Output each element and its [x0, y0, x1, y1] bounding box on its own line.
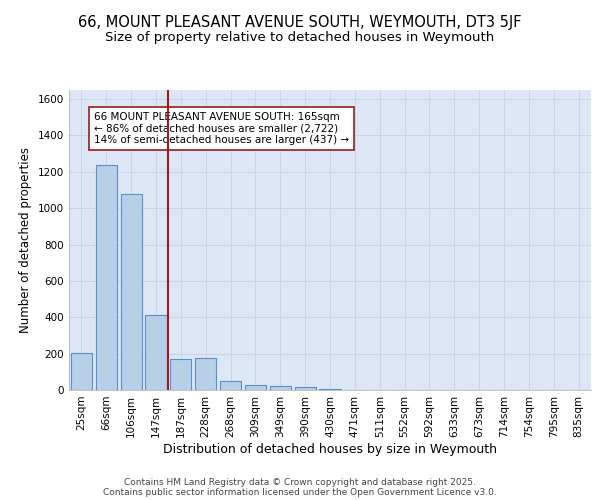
Bar	[170, 359, 191, 390]
Bar	[145, 314, 167, 390]
Text: Size of property relative to detached houses in Weymouth: Size of property relative to detached ho…	[106, 31, 494, 44]
Y-axis label: Number of detached properties: Number of detached properties	[19, 147, 32, 333]
Bar	[121, 194, 142, 390]
X-axis label: Distribution of detached houses by size in Weymouth: Distribution of detached houses by size …	[163, 442, 497, 456]
Bar	[245, 386, 266, 390]
Text: 66 MOUNT PLEASANT AVENUE SOUTH: 165sqm
← 86% of detached houses are smaller (2,7: 66 MOUNT PLEASANT AVENUE SOUTH: 165sqm ←…	[94, 112, 349, 145]
Bar	[195, 358, 216, 390]
Text: Contains HM Land Registry data © Crown copyright and database right 2025.
Contai: Contains HM Land Registry data © Crown c…	[103, 478, 497, 497]
Bar	[220, 381, 241, 390]
Bar	[71, 352, 92, 390]
Bar	[319, 389, 341, 390]
Bar	[96, 166, 117, 390]
Bar	[270, 386, 291, 390]
Text: 66, MOUNT PLEASANT AVENUE SOUTH, WEYMOUTH, DT3 5JF: 66, MOUNT PLEASANT AVENUE SOUTH, WEYMOUT…	[78, 15, 522, 30]
Bar	[295, 388, 316, 390]
